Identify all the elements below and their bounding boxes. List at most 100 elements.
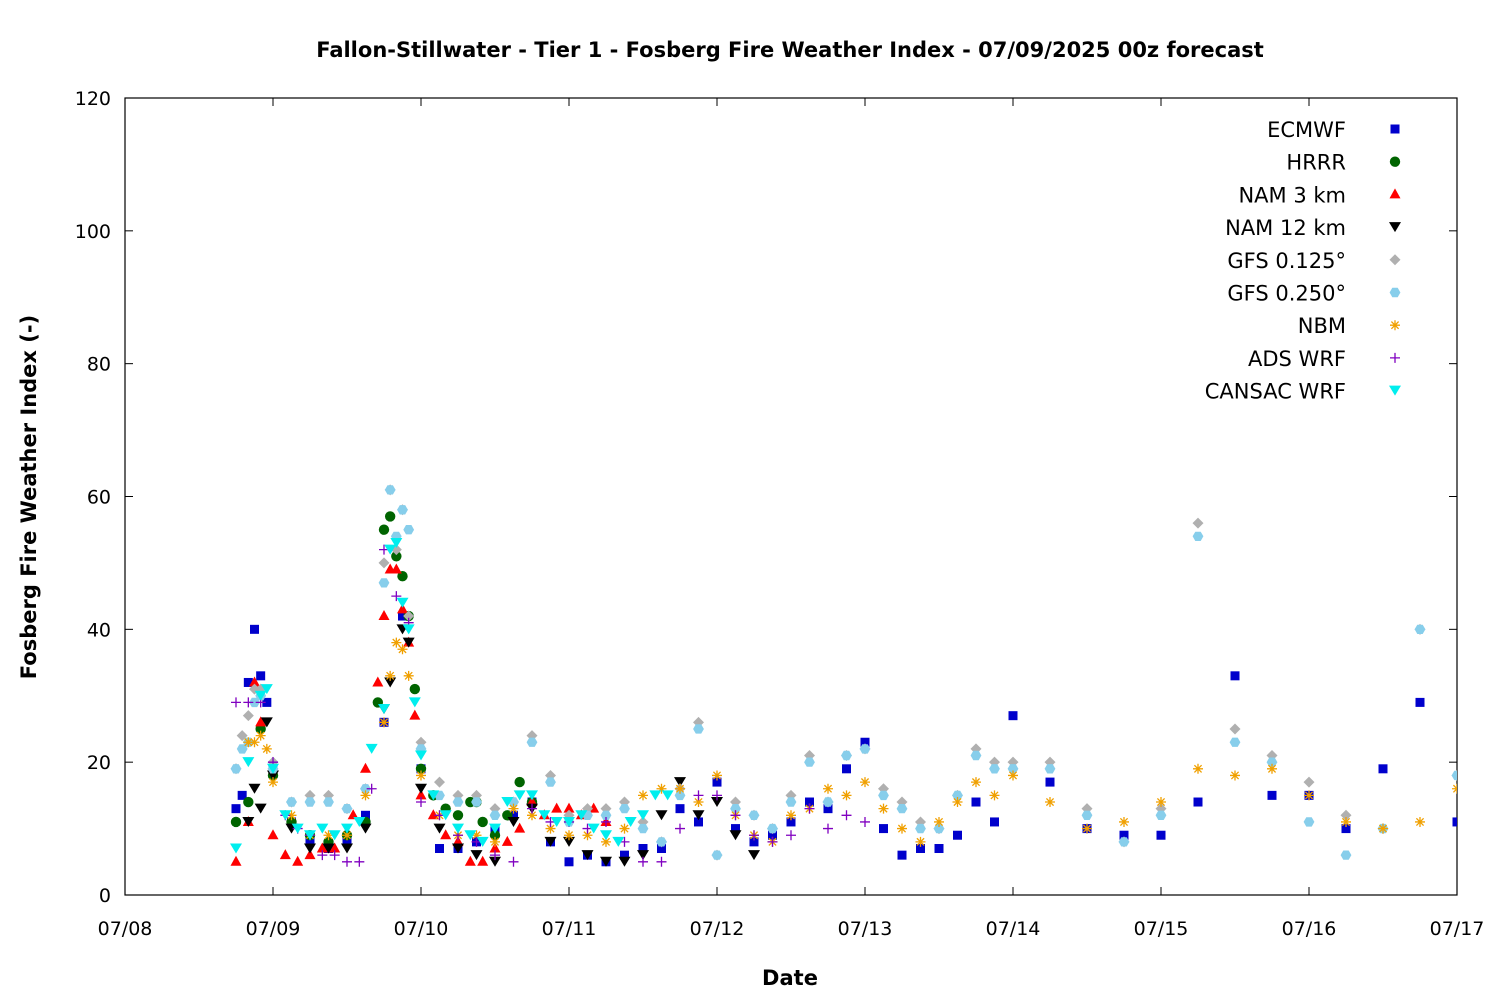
data-point <box>972 798 981 807</box>
data-point <box>232 804 241 813</box>
data-point <box>316 824 328 834</box>
data-point <box>878 791 889 800</box>
data-point <box>398 644 408 654</box>
data-point <box>1230 770 1240 780</box>
data-point <box>1008 770 1018 780</box>
data-point <box>1267 764 1277 774</box>
series-5 <box>231 485 1500 866</box>
data-point <box>435 844 444 853</box>
data-point <box>509 804 519 814</box>
data-point <box>231 697 241 707</box>
data-points <box>230 484 1500 867</box>
data-point <box>452 824 464 834</box>
data-point <box>637 810 649 820</box>
data-point <box>1231 671 1240 680</box>
legend-label: ADS WRF <box>1248 347 1346 371</box>
x-tick-label: 07/13 <box>838 918 893 940</box>
y-tick-label: 20 <box>87 752 111 774</box>
data-point <box>361 790 371 800</box>
data-point <box>1415 817 1425 827</box>
data-point <box>379 578 390 587</box>
data-point <box>514 823 525 833</box>
x-tick-label: 07/09 <box>246 918 301 940</box>
data-point <box>1416 698 1425 707</box>
data-point <box>231 856 242 866</box>
y-tick-label: 100 <box>75 221 111 243</box>
legend-marker <box>1390 320 1400 330</box>
data-point <box>638 790 648 800</box>
data-point <box>897 804 908 813</box>
data-point <box>842 764 851 773</box>
data-point <box>1341 851 1352 860</box>
data-point <box>1378 824 1388 834</box>
legend-marker <box>1389 222 1401 232</box>
data-point <box>693 724 704 733</box>
data-point <box>712 770 722 780</box>
data-point <box>286 797 297 806</box>
data-point <box>342 857 352 867</box>
data-point <box>1009 711 1018 720</box>
series-7 <box>231 545 870 867</box>
data-point <box>341 824 353 834</box>
legend-marker <box>1390 288 1401 297</box>
data-point <box>230 844 242 854</box>
data-point <box>280 849 291 859</box>
data-point <box>1045 797 1055 807</box>
data-point <box>989 764 1000 773</box>
data-point <box>1119 817 1129 827</box>
y-tick-label: 120 <box>75 88 111 110</box>
data-point <box>508 817 520 827</box>
data-point <box>1156 811 1167 820</box>
data-point <box>255 804 267 814</box>
data-point <box>879 804 889 814</box>
data-point <box>934 817 944 827</box>
data-point <box>372 676 383 686</box>
data-point <box>786 830 796 840</box>
data-point <box>990 817 999 826</box>
data-point <box>842 810 852 820</box>
data-point <box>842 790 852 800</box>
x-tick-label: 07/15 <box>1134 918 1189 940</box>
data-point <box>249 784 261 794</box>
data-point <box>341 844 353 854</box>
data-point <box>971 751 982 760</box>
data-point <box>243 710 254 721</box>
data-point <box>860 777 870 787</box>
legend-label: ECMWF <box>1267 118 1346 142</box>
data-point <box>656 810 668 820</box>
data-point <box>1490 817 1499 826</box>
data-point <box>1452 784 1462 794</box>
data-point <box>477 817 487 827</box>
data-point <box>490 811 501 820</box>
data-point <box>250 625 259 634</box>
data-point <box>453 810 463 820</box>
data-point <box>1489 783 1500 794</box>
data-point <box>1046 778 1055 787</box>
data-point <box>1193 764 1203 774</box>
data-point <box>268 829 279 839</box>
series-4 <box>231 484 1500 867</box>
data-point <box>1304 790 1314 800</box>
data-point <box>242 757 254 767</box>
data-point <box>551 803 562 813</box>
data-point <box>471 850 483 860</box>
legend-marker <box>1390 188 1401 198</box>
legend-label: NAM 12 km <box>1225 216 1346 240</box>
data-point <box>953 831 962 840</box>
data-point <box>1452 771 1463 780</box>
data-point <box>1194 798 1203 807</box>
chart-title: Fallon-Stillwater - Tier 1 - Fosberg Fir… <box>316 38 1264 62</box>
data-point <box>268 777 278 787</box>
data-point <box>1489 791 1500 800</box>
data-point <box>360 763 371 773</box>
data-point <box>1156 797 1166 807</box>
data-point <box>385 671 395 681</box>
data-point <box>415 751 427 761</box>
data-point <box>565 857 574 866</box>
data-point <box>379 557 390 568</box>
data-point <box>675 784 685 794</box>
x-axis-label: Date <box>762 966 818 990</box>
data-point <box>748 850 760 860</box>
data-point <box>1341 817 1351 827</box>
